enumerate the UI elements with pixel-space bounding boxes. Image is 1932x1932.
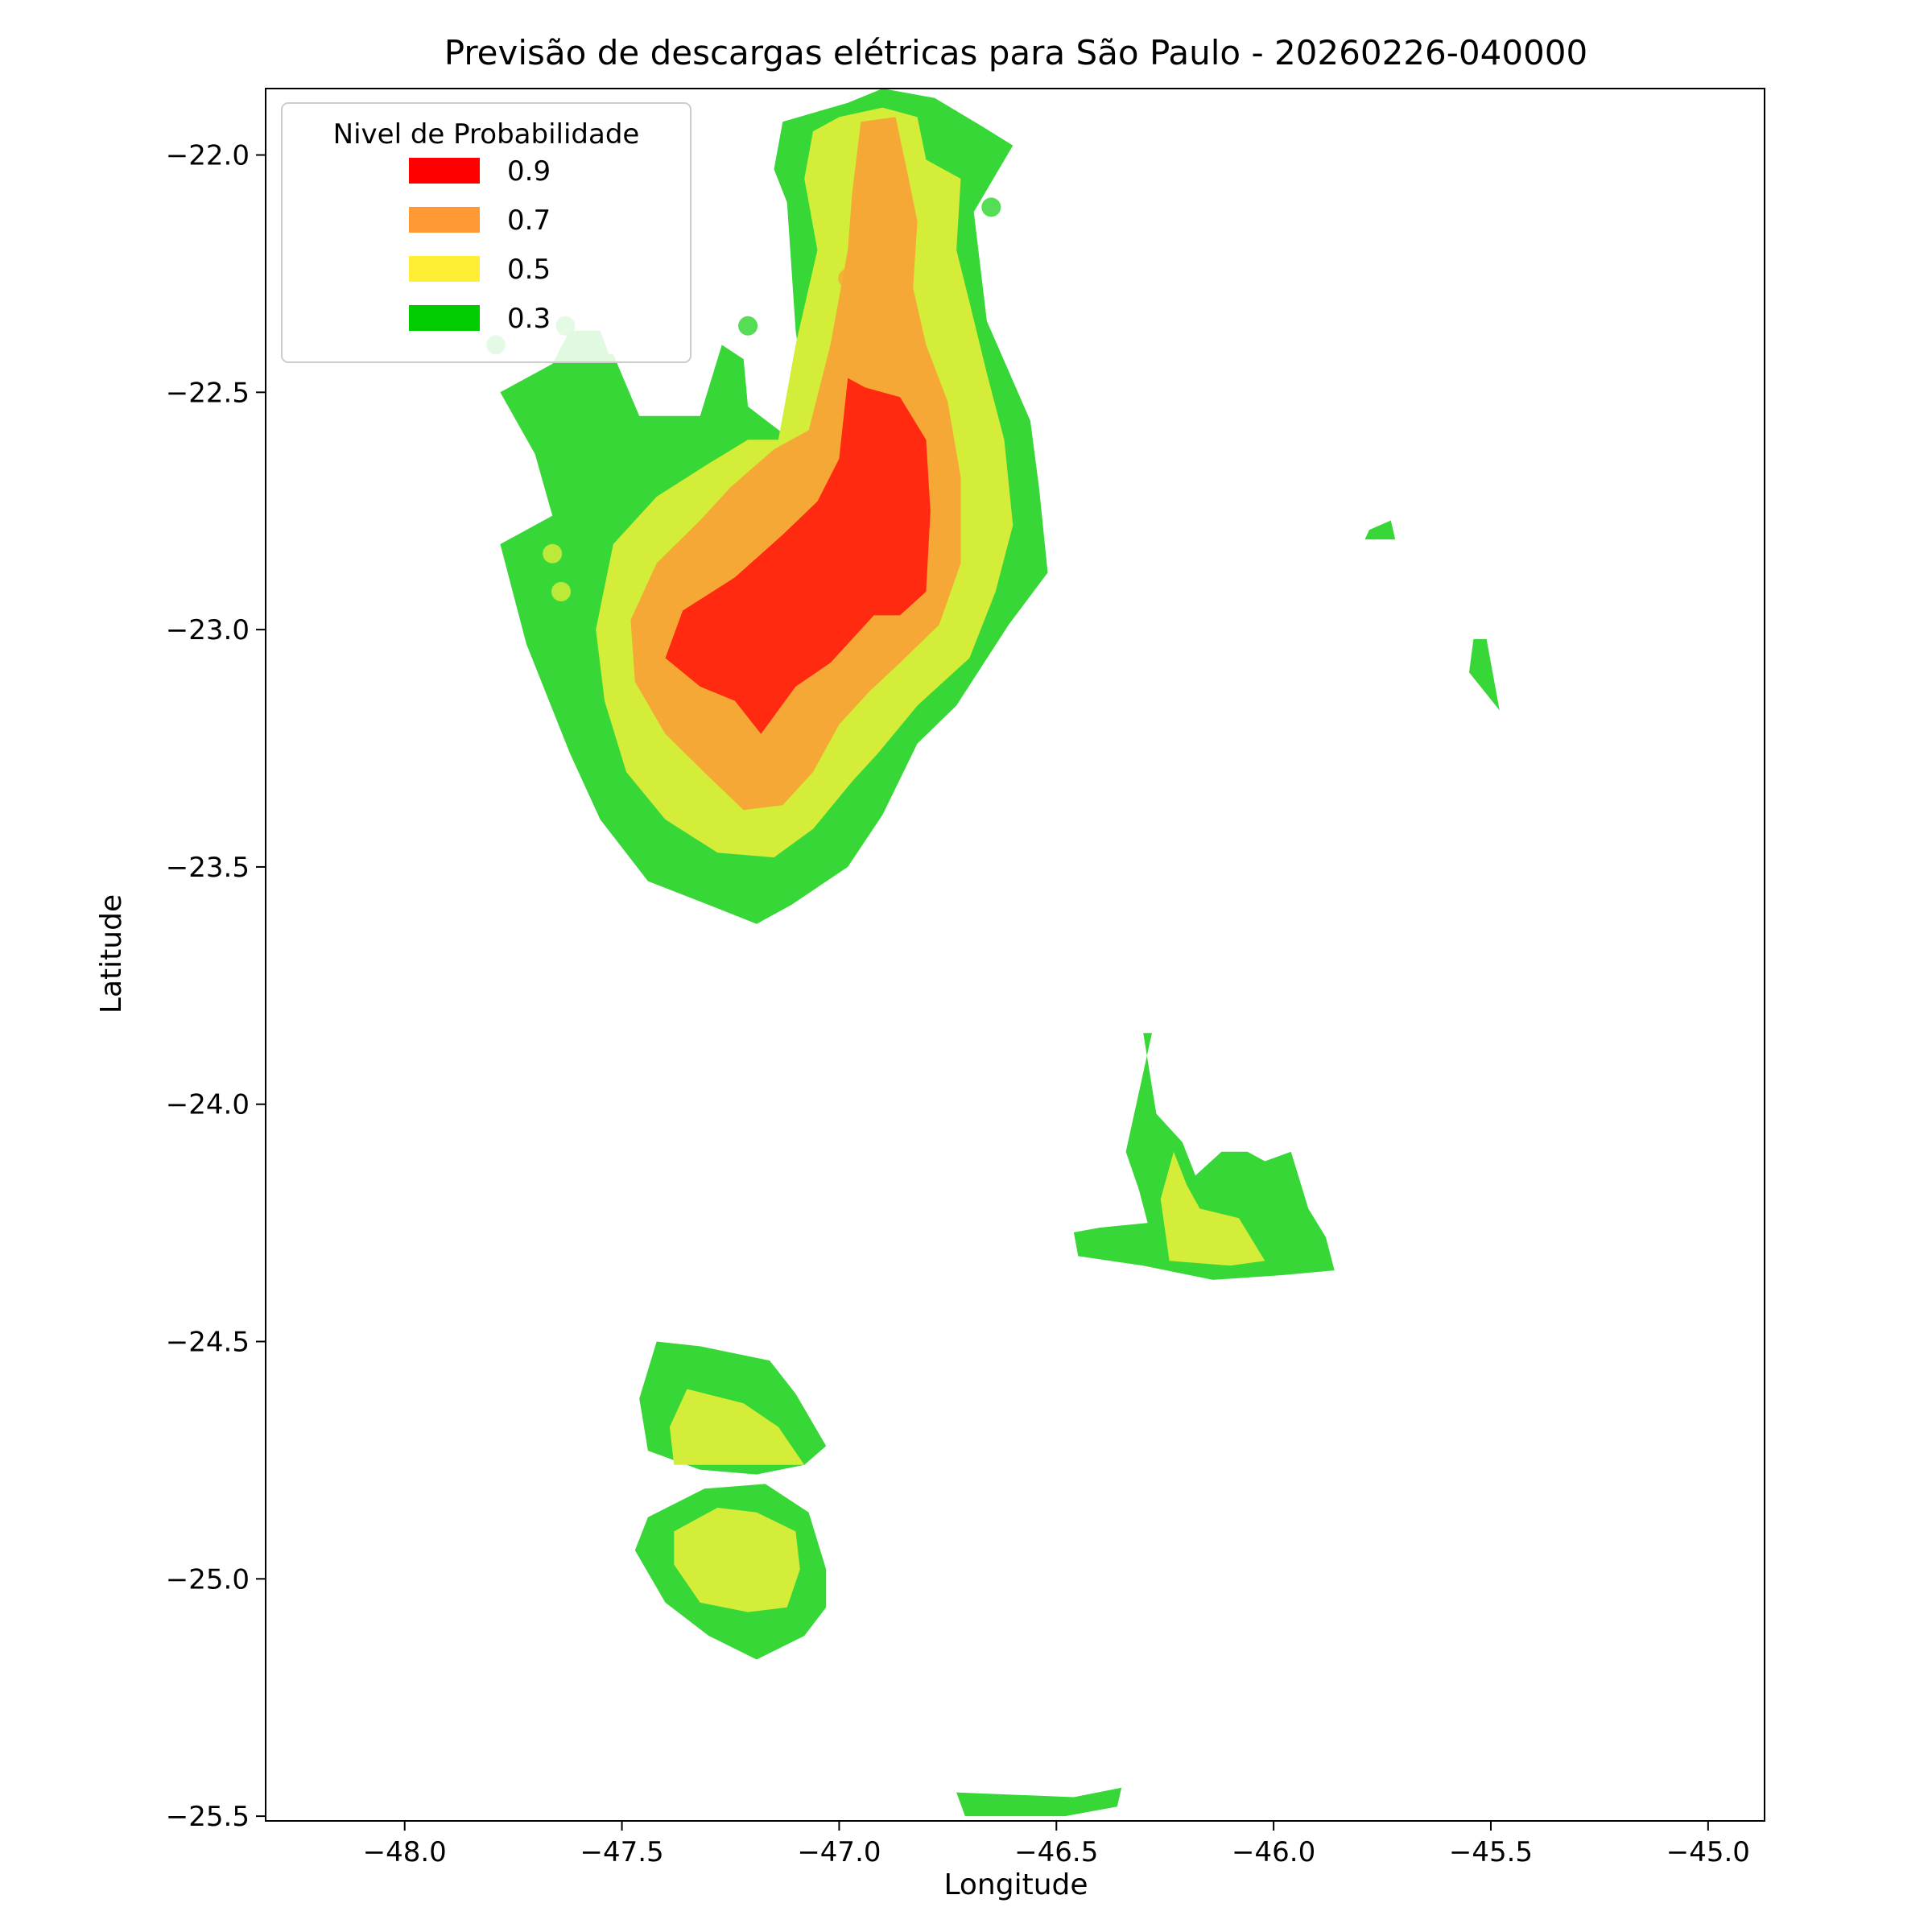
plot-frame <box>265 88 1765 1822</box>
probability-marker <box>838 268 858 288</box>
legend-swatch <box>409 158 480 184</box>
legend-frame <box>281 102 691 363</box>
coastal-strip-level-03-region <box>956 1787 1122 1817</box>
y-axis-label: Latitude <box>95 894 128 1013</box>
probability-marker <box>738 316 758 336</box>
chart-title: Previsão de descargas elétricas para São… <box>444 33 1587 72</box>
northern-cell-level-09-region <box>665 378 931 734</box>
y-tick-label: −24.0 <box>166 1089 250 1121</box>
legend-label: 0.9 <box>507 155 551 188</box>
legend-label: 0.7 <box>507 204 551 237</box>
x-tick-label: −45.0 <box>1666 1836 1750 1868</box>
y-tick-label: −22.5 <box>166 377 250 409</box>
east-fragment-level-03-region <box>1469 638 1500 711</box>
legend-label: 0.5 <box>507 254 551 286</box>
axes: −48.0 −47.5 −47.0 −46.5 −46.0 −45.5 −45.0 −22.0… <box>166 88 1765 1868</box>
probability-marker <box>543 543 563 564</box>
x-axis-label: Longitude <box>943 1868 1088 1901</box>
y-tick-label: −24.5 <box>166 1327 250 1359</box>
southern-cell-upper-level-05-region <box>669 1389 805 1465</box>
y-tick-label: −22.0 <box>166 140 250 172</box>
legend-swatch <box>409 256 480 282</box>
eastern-cell-level-05-region <box>1160 1151 1265 1266</box>
x-tick-label: −47.5 <box>580 1836 663 1868</box>
x-tick-label: −46.5 <box>1014 1836 1098 1868</box>
legend-title: Nivel de Probabilidade <box>333 118 640 151</box>
legend-label: 0.3 <box>507 303 551 335</box>
y-tick-label: −23.0 <box>166 614 250 646</box>
eastern-cell-level-03-region <box>1073 1033 1335 1280</box>
east-fragment-level-03-region <box>1364 520 1396 540</box>
southern-cell-lower-level-05-region <box>674 1507 800 1612</box>
y-tick-label: −25.0 <box>166 1563 250 1596</box>
probability-marker <box>981 197 1001 217</box>
x-tick-label: −47.0 <box>797 1836 881 1868</box>
y-tick-label: −23.5 <box>166 852 250 884</box>
legend-swatch <box>409 305 480 331</box>
legend: Nivel de Probabilidade 0.9 0.7 0.5 0.3 <box>281 102 691 363</box>
probability-marker <box>551 582 571 601</box>
x-tick-label: −45.5 <box>1449 1836 1533 1868</box>
x-tick-label: −48.0 <box>363 1836 447 1868</box>
legend-swatch <box>409 207 480 233</box>
x-tick-label: −46.0 <box>1232 1836 1315 1868</box>
y-tick-label: −25.5 <box>166 1801 250 1833</box>
